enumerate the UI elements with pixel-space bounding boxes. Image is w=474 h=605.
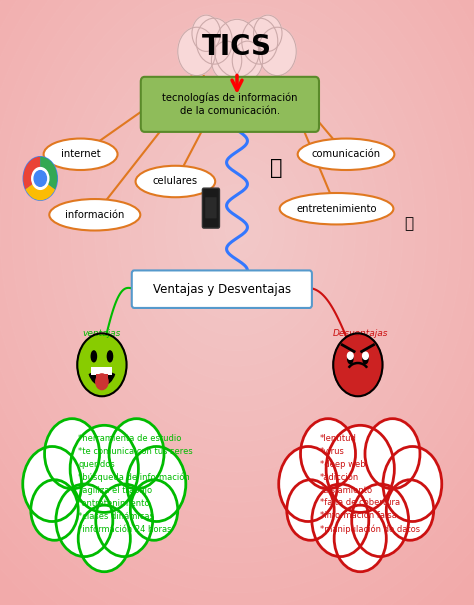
Circle shape <box>326 425 394 512</box>
Text: comunicación: comunicación <box>311 149 381 159</box>
Text: internet: internet <box>61 149 100 159</box>
Circle shape <box>192 15 220 51</box>
Circle shape <box>34 171 46 186</box>
FancyBboxPatch shape <box>141 77 319 132</box>
Circle shape <box>258 27 296 76</box>
Circle shape <box>96 374 108 390</box>
Circle shape <box>352 484 409 557</box>
Ellipse shape <box>49 199 140 231</box>
Circle shape <box>287 480 334 540</box>
Circle shape <box>214 19 260 77</box>
Circle shape <box>56 484 113 557</box>
Ellipse shape <box>136 166 215 197</box>
Text: ventajas: ventajas <box>83 330 121 338</box>
Ellipse shape <box>280 193 393 224</box>
Circle shape <box>96 484 153 557</box>
Circle shape <box>127 446 186 522</box>
Circle shape <box>301 419 356 489</box>
Circle shape <box>279 446 337 522</box>
Circle shape <box>32 168 49 189</box>
Ellipse shape <box>91 351 97 362</box>
Ellipse shape <box>44 139 118 170</box>
Circle shape <box>334 505 386 572</box>
Text: Ventajas y Desventajas: Ventajas y Desventajas <box>153 283 291 296</box>
Circle shape <box>70 425 138 512</box>
Text: Desventajas: Desventajas <box>332 330 388 338</box>
FancyBboxPatch shape <box>96 374 108 382</box>
Text: TICS: TICS <box>202 33 272 61</box>
Circle shape <box>77 333 127 396</box>
Circle shape <box>333 333 383 396</box>
Circle shape <box>386 480 434 540</box>
Circle shape <box>211 41 242 80</box>
Text: celulares: celulares <box>153 177 198 186</box>
Circle shape <box>78 505 130 572</box>
Circle shape <box>130 480 178 540</box>
Circle shape <box>23 446 82 522</box>
Text: tecnologías de información
de la comunicación.: tecnologías de información de la comunic… <box>162 92 298 116</box>
Text: entretenimiento: entretenimiento <box>296 204 377 214</box>
Circle shape <box>383 446 442 522</box>
Circle shape <box>347 352 353 359</box>
Text: *lentitud
*virus
*deep web
*adicción
*aislamiento
*falta de cobertura
*informaci: *lentitud *virus *deep web *adicción *ai… <box>320 434 420 534</box>
FancyBboxPatch shape <box>91 367 112 375</box>
Circle shape <box>363 352 368 359</box>
FancyBboxPatch shape <box>132 270 312 308</box>
Circle shape <box>109 419 164 489</box>
Text: 📞: 📞 <box>270 158 283 178</box>
Ellipse shape <box>107 351 112 362</box>
Circle shape <box>178 27 216 76</box>
Text: información: información <box>65 210 125 220</box>
Wedge shape <box>40 157 57 189</box>
Circle shape <box>242 18 278 64</box>
Ellipse shape <box>363 354 368 364</box>
Circle shape <box>232 41 263 80</box>
FancyBboxPatch shape <box>202 188 219 228</box>
Circle shape <box>23 157 57 200</box>
Circle shape <box>31 480 78 540</box>
Circle shape <box>312 484 369 557</box>
Wedge shape <box>26 178 55 200</box>
Text: 🎮: 🎮 <box>404 217 413 231</box>
Text: *herramienta de estudio
*te comunica con tus seres
queridos
*búsqueda de informa: *herramienta de estudio *te comunica con… <box>78 434 193 534</box>
Ellipse shape <box>347 354 353 364</box>
Wedge shape <box>89 368 115 386</box>
Circle shape <box>365 419 420 489</box>
FancyBboxPatch shape <box>205 197 217 218</box>
Circle shape <box>196 18 232 64</box>
Circle shape <box>45 419 100 489</box>
Wedge shape <box>23 157 40 189</box>
Ellipse shape <box>298 139 394 170</box>
Circle shape <box>254 15 282 51</box>
